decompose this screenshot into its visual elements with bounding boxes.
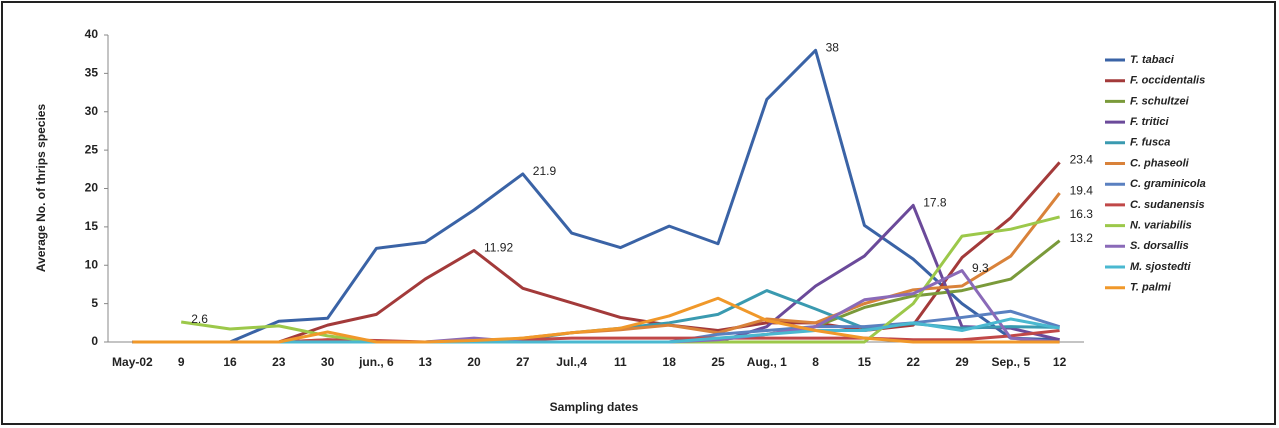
x-tick-label: 25 — [711, 355, 725, 369]
x-tick-label: 20 — [467, 355, 481, 369]
legend-label: M. sjostedti — [1130, 261, 1191, 273]
y-tick-label: 25 — [85, 142, 99, 156]
y-tick-label: 10 — [85, 257, 99, 271]
x-tick-label: 30 — [321, 355, 335, 369]
legend-label: F. occidentalis — [1130, 75, 1205, 87]
series-line — [132, 48, 1060, 344]
x-tick-label: 27 — [516, 355, 530, 369]
x-tick-label: 29 — [955, 355, 969, 369]
legend-label: S. dorsallis — [1130, 240, 1189, 252]
x-tick-label: Sep., 5 — [991, 355, 1030, 369]
x-tick-label: 12 — [1053, 355, 1067, 369]
data-label: 23.4 — [1070, 153, 1094, 167]
y-tick-label: 35 — [85, 66, 99, 80]
data-label: 9.3 — [972, 261, 989, 275]
data-label: 38 — [826, 41, 840, 55]
x-tick-label: Aug., 1 — [747, 355, 787, 369]
legend-label: F. schultzei — [1130, 95, 1190, 107]
x-axis-label: Sampling dates — [550, 400, 639, 414]
data-label: 11.92 — [484, 241, 513, 255]
x-tick-label: Jul.,4 — [556, 355, 587, 369]
legend-label: F. fusca — [1130, 137, 1170, 149]
series-line — [132, 317, 1060, 344]
y-tick-label: 20 — [85, 181, 99, 195]
y-tick-label: 30 — [85, 104, 99, 118]
y-tick-label: 15 — [85, 219, 99, 233]
legend-label: N. variabilis — [1130, 220, 1192, 232]
legend-label: T. palmi — [1130, 282, 1172, 294]
x-tick-label: 11 — [614, 355, 627, 369]
data-label: 21.9 — [533, 164, 557, 178]
x-tick-label: jun., 6 — [358, 355, 394, 369]
data-label: 17.8 — [923, 196, 947, 210]
x-tick-label: 15 — [858, 355, 872, 369]
x-tick-label: 8 — [812, 355, 819, 369]
legend-label: C. phaseoli — [1130, 157, 1190, 169]
legend-label: F. tritici — [1130, 116, 1169, 128]
x-tick-label: 16 — [223, 355, 237, 369]
data-label: 19.4 — [1070, 183, 1094, 197]
legend-label: C. graminicola — [1130, 178, 1206, 190]
x-tick-label: 9 — [178, 355, 185, 369]
y-tick-label: 0 — [91, 334, 98, 348]
x-tick-label: 18 — [663, 355, 677, 369]
x-tick-label: May-02 — [112, 355, 153, 369]
x-tick-label: 13 — [419, 355, 433, 369]
series-line — [132, 296, 1060, 344]
legend-label: T. tabaci — [1130, 54, 1175, 66]
legend-label: C. sudanensis — [1130, 199, 1205, 211]
x-tick-label: 22 — [907, 355, 921, 369]
data-label: 16.3 — [1070, 207, 1094, 221]
y-tick-label: 40 — [85, 27, 99, 41]
x-tick-label: 23 — [272, 355, 286, 369]
data-label: 2.6 — [191, 312, 208, 326]
y-axis-label: Average No. of thrips species — [34, 104, 48, 273]
y-tick-label: 5 — [91, 296, 98, 310]
data-label: 13.2 — [1070, 231, 1094, 245]
